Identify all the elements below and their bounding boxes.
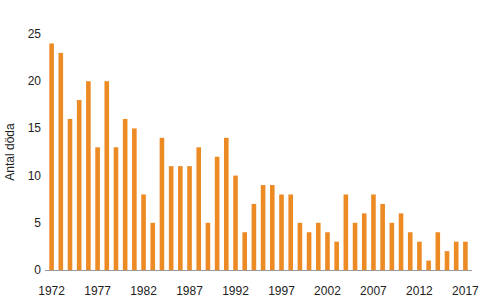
bar (417, 242, 422, 270)
bar (408, 232, 413, 270)
y-tick (44, 128, 46, 129)
bar (390, 223, 395, 270)
x-tick-label: 1992 (222, 284, 249, 298)
bar (132, 128, 137, 270)
bar (261, 185, 266, 270)
x-axis-line (45, 270, 472, 271)
x-tick-label: 1987 (176, 284, 203, 298)
bar (196, 147, 201, 270)
bar (399, 213, 404, 270)
y-tick-label: 25 (28, 27, 42, 41)
bar (353, 223, 358, 270)
x-tick-label: 1997 (268, 284, 295, 298)
x-tick-label: 1982 (130, 284, 157, 298)
bar (233, 176, 238, 270)
x-tick-label: 2017 (452, 284, 479, 298)
bar (169, 166, 174, 270)
y-tick-label: 15 (28, 121, 42, 135)
bar (426, 261, 431, 270)
x-tick-label: 2012 (406, 284, 433, 298)
bar (123, 119, 128, 270)
bar (178, 166, 183, 270)
y-tick (44, 222, 46, 223)
bar (362, 213, 367, 270)
y-tick-label: 5 (34, 216, 41, 230)
bar (68, 119, 73, 270)
bar (187, 166, 192, 270)
bar (436, 232, 441, 270)
bars (49, 43, 467, 270)
bar (270, 185, 275, 270)
y-tick (44, 175, 46, 176)
bar (114, 147, 119, 270)
bar (380, 204, 385, 270)
bar (334, 242, 339, 270)
x-tick-label: 1977 (84, 284, 111, 298)
bar (141, 194, 146, 270)
bar (445, 251, 450, 270)
bar (104, 81, 109, 270)
bar (224, 138, 229, 270)
bar (49, 43, 54, 270)
bar (206, 223, 211, 270)
bar (371, 194, 376, 270)
bar (150, 223, 155, 270)
bar (288, 194, 293, 270)
x-tick-label: 1972 (38, 284, 65, 298)
bar (160, 138, 165, 270)
bar (325, 232, 330, 270)
bar (58, 53, 63, 270)
bar (454, 242, 459, 270)
chart: 0 5 10 15 20 25 Antal döda 1972 1977 1982 1987 1992… (0, 0, 495, 305)
x-tick-label: 2002 (314, 284, 341, 298)
bar (252, 204, 257, 270)
bar (215, 157, 220, 270)
y-tick (44, 81, 46, 82)
y-tick-label: 0 (34, 263, 41, 277)
y-axis-label: Antal döda (3, 123, 17, 181)
bar (307, 232, 312, 270)
x-tick-label: 2007 (360, 284, 387, 298)
bar (95, 147, 100, 270)
bar (344, 194, 349, 270)
bar (279, 194, 284, 270)
bar (298, 223, 303, 270)
bar (463, 242, 468, 270)
bar (316, 223, 321, 270)
bar (86, 81, 91, 270)
bar (242, 232, 247, 270)
y-tick (44, 34, 46, 35)
bar (77, 100, 82, 270)
y-tick-label: 20 (28, 74, 42, 88)
y-tick-label: 10 (28, 169, 42, 183)
